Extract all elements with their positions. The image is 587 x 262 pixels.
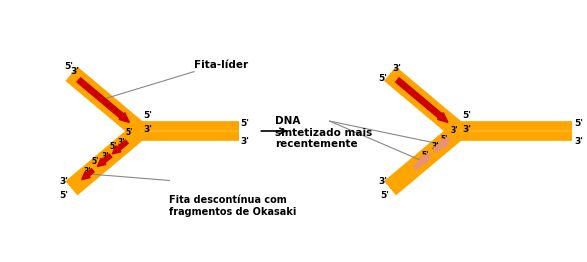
Text: 5': 5' — [574, 119, 583, 128]
Polygon shape — [440, 138, 450, 148]
Text: 3': 3' — [83, 167, 91, 176]
Text: 3': 3' — [431, 142, 438, 151]
Text: 3': 3' — [450, 126, 458, 135]
Text: 5': 5' — [378, 74, 387, 83]
Text: 3': 3' — [392, 64, 401, 73]
Text: 3': 3' — [378, 177, 387, 186]
Text: 3': 3' — [462, 125, 471, 134]
Text: 5': 5' — [92, 157, 99, 166]
Polygon shape — [420, 154, 431, 164]
Text: 5': 5' — [421, 151, 429, 160]
Text: 3': 3' — [59, 177, 69, 186]
Text: 3': 3' — [241, 137, 249, 146]
Text: 5': 5' — [109, 142, 117, 151]
Polygon shape — [437, 113, 448, 122]
Text: 5': 5' — [59, 191, 69, 200]
Text: DNA
sintetizado mais
recentemente: DNA sintetizado mais recentemente — [275, 116, 372, 149]
Text: 5': 5' — [440, 135, 448, 144]
Text: 5': 5' — [462, 111, 471, 120]
Polygon shape — [119, 113, 129, 122]
Polygon shape — [97, 158, 106, 166]
Text: 5': 5' — [65, 62, 73, 71]
Text: Fita descontínua com
fragmentos de Okasaki: Fita descontínua com fragmentos de Okasa… — [169, 195, 296, 217]
Text: 3': 3' — [70, 67, 80, 76]
Polygon shape — [82, 172, 90, 180]
Text: 5': 5' — [126, 128, 133, 137]
Text: Fita-líder: Fita-líder — [194, 60, 248, 70]
Text: 5': 5' — [144, 111, 153, 120]
Text: 3': 3' — [117, 138, 125, 147]
Text: 5': 5' — [241, 119, 249, 128]
Text: 5': 5' — [380, 191, 389, 200]
Text: 3': 3' — [574, 137, 583, 146]
Text: 3': 3' — [101, 152, 109, 161]
Text: 3': 3' — [144, 125, 153, 134]
Polygon shape — [112, 146, 121, 154]
